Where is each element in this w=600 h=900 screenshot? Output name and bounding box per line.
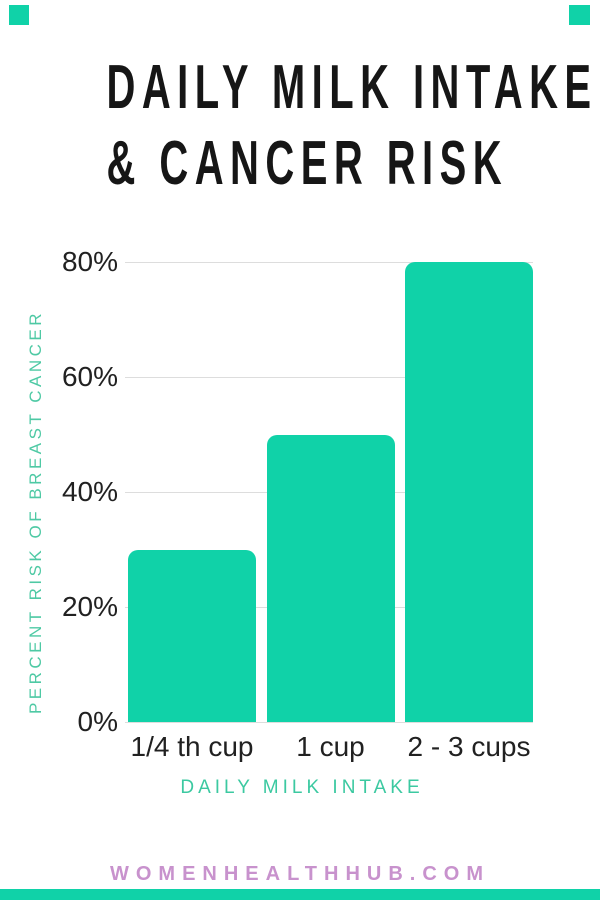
y-tick-label: 80% — [61, 246, 118, 277]
top-left-accent-square — [9, 5, 29, 25]
bar — [128, 549, 256, 722]
top-right-accent-square — [569, 5, 590, 25]
gridline — [125, 376, 533, 378]
bar-chart-plot-area: 0% 20% 40% 60% 80% 1/4 th cup 1 cup 2 - 3 cups — [62, 246, 533, 762]
page-title: DAILY MILK INTAKE & CANCER RISK — [0, 50, 600, 202]
y-tick-label: 40% — [61, 476, 118, 507]
gridline — [125, 261, 533, 263]
title-line-2: & CANCER RISK — [106, 129, 509, 198]
title-line-1: DAILY MILK INTAKE — [106, 53, 598, 122]
x-tick-label: 2 - 3 cups — [407, 731, 531, 762]
y-tick-label: 20% — [61, 591, 118, 622]
bottom-accent-bar — [0, 889, 600, 900]
bar — [405, 262, 533, 722]
y-tick-label: 60% — [61, 361, 118, 392]
website-url-footer: WOMENHEALTHHUB.COM — [109, 863, 491, 885]
gridline — [125, 721, 533, 723]
bar — [266, 434, 395, 722]
x-axis-title: DAILY MILK INTAKE — [180, 777, 424, 798]
y-tick-label: 0% — [77, 706, 118, 737]
x-tick-label: 1/4 th cup — [130, 731, 254, 762]
x-tick-label: 1 cup — [296, 731, 365, 762]
